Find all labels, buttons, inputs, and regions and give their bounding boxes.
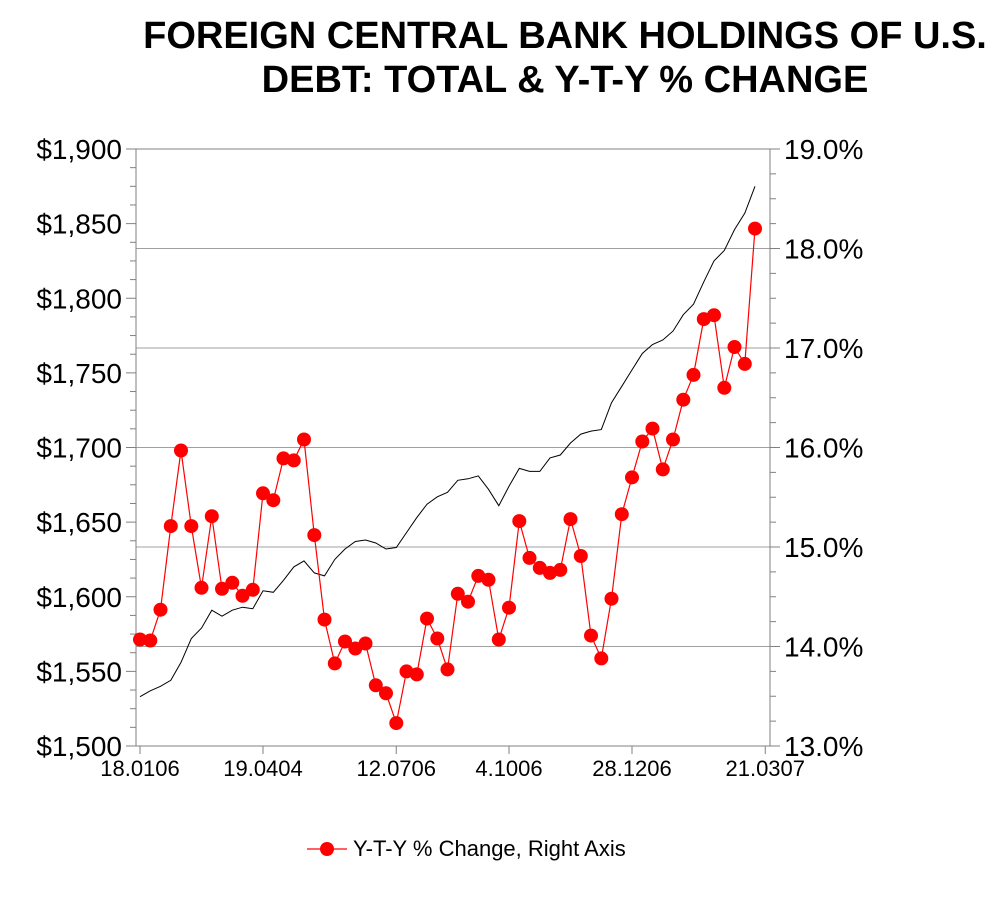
left-tick-label: $1,900 bbox=[36, 134, 122, 165]
yty-change-point bbox=[286, 453, 301, 468]
yty-change-point bbox=[666, 432, 680, 447]
yty-change-point bbox=[379, 686, 393, 701]
yty-change-point bbox=[635, 434, 650, 449]
chart-title-line-1: FOREIGN CENTRAL BANK HOLDINGS OF U.S. bbox=[143, 15, 987, 57]
yty-change-point bbox=[420, 611, 434, 626]
yty-change-point bbox=[727, 340, 742, 354]
yty-change-point bbox=[327, 656, 342, 671]
left-tick-label: $1,550 bbox=[36, 656, 122, 687]
right-tick-label: 18.0% bbox=[784, 234, 863, 265]
right-tick-label: 16.0% bbox=[784, 433, 863, 464]
red-circle-marker-icon bbox=[307, 842, 347, 856]
axes bbox=[126, 148, 780, 754]
total-holdings-line bbox=[139, 186, 756, 698]
yty-change-point bbox=[625, 470, 639, 485]
yty-change-point bbox=[604, 591, 619, 606]
yty-change-point bbox=[307, 528, 322, 543]
yty-change-point bbox=[737, 356, 752, 371]
yty-change-point bbox=[594, 651, 609, 666]
yty-change-point bbox=[266, 493, 281, 508]
yty-change-point bbox=[225, 575, 240, 590]
yty-change-point bbox=[553, 562, 568, 577]
yty-change-point bbox=[707, 308, 721, 323]
right-tick-label: 13.0% bbox=[784, 731, 863, 762]
yty-change-point bbox=[450, 586, 465, 601]
right-tick-label: 15.0% bbox=[784, 532, 863, 563]
right-tick-label: 14.0% bbox=[784, 632, 863, 663]
yty-change-point bbox=[430, 631, 445, 646]
series bbox=[133, 186, 762, 731]
left-tick-label: $1,800 bbox=[36, 283, 122, 314]
yty-change-point bbox=[481, 572, 496, 587]
yty-change-point bbox=[409, 667, 424, 682]
yty-change-point bbox=[748, 221, 762, 236]
yty-change-point bbox=[645, 421, 660, 436]
legend: Y-T-Y % Change, Right Axis bbox=[305, 834, 626, 864]
yty-change-point bbox=[584, 628, 598, 643]
yty-change-point bbox=[440, 662, 455, 677]
yty-change-point bbox=[573, 549, 588, 563]
x-tick-label: 18.0106 bbox=[100, 756, 180, 781]
yty-change-point bbox=[143, 633, 158, 648]
yty-change-point bbox=[717, 380, 732, 395]
yty-change-point bbox=[338, 634, 352, 649]
yty-change-point bbox=[614, 507, 629, 522]
tick-labels: $1,500 $1,550 $1,600 $1,650 $1,700 $1,750 $1,8… bbox=[36, 134, 863, 781]
yty-change-point bbox=[133, 632, 147, 647]
yty-change-point bbox=[358, 636, 373, 651]
yty-change-point bbox=[153, 602, 168, 617]
yty-change-point bbox=[512, 514, 527, 529]
x-tick-label: 4.1006 bbox=[475, 756, 542, 781]
left-tick-label: $1,700 bbox=[36, 433, 122, 464]
yty-change-point bbox=[461, 594, 475, 609]
left-tick-label: $1,650 bbox=[36, 507, 122, 538]
left-tick-label: $1,600 bbox=[36, 582, 122, 613]
chart-title-line-2: DEBT: TOTAL & Y-T-Y % CHANGE bbox=[261, 59, 869, 101]
yty-change-point bbox=[655, 462, 670, 477]
x-tick-label: 19.0404 bbox=[223, 756, 303, 781]
right-tick-label: 17.0% bbox=[784, 333, 863, 364]
yty-change-point bbox=[184, 519, 199, 534]
yty-change-point bbox=[204, 509, 219, 524]
yty-change-point bbox=[215, 581, 229, 596]
yty-change-point bbox=[194, 580, 209, 595]
x-tick-label: 28.1206 bbox=[592, 756, 672, 781]
yty-change-point bbox=[174, 443, 188, 458]
yty-change-point bbox=[563, 512, 578, 527]
left-tick-label: $1,500 bbox=[36, 731, 122, 762]
yty-change-point bbox=[686, 367, 701, 382]
yty-change-point bbox=[163, 519, 178, 534]
yty-change-point bbox=[676, 392, 691, 407]
right-tick-label: 19.0% bbox=[784, 134, 863, 165]
yty-change-point bbox=[522, 550, 537, 565]
x-tick-label: 21.0307 bbox=[725, 756, 805, 781]
left-tick-label: $1,850 bbox=[36, 209, 122, 240]
legend-label: Y-T-Y % Change, Right Axis bbox=[353, 836, 626, 861]
yty-change-point bbox=[389, 716, 404, 731]
yty-change-point bbox=[256, 486, 270, 501]
yty-change-point bbox=[368, 678, 383, 693]
left-tick-label: $1,750 bbox=[36, 358, 122, 389]
yty-change-point bbox=[245, 582, 260, 597]
yty-change-point bbox=[317, 612, 332, 627]
gridlines bbox=[136, 148, 770, 747]
yty-change-point bbox=[491, 632, 506, 647]
yty-change-point bbox=[297, 432, 311, 447]
yty-change-point bbox=[502, 600, 516, 615]
x-tick-label: 12.0706 bbox=[356, 756, 436, 781]
yty-change-point bbox=[235, 588, 250, 603]
